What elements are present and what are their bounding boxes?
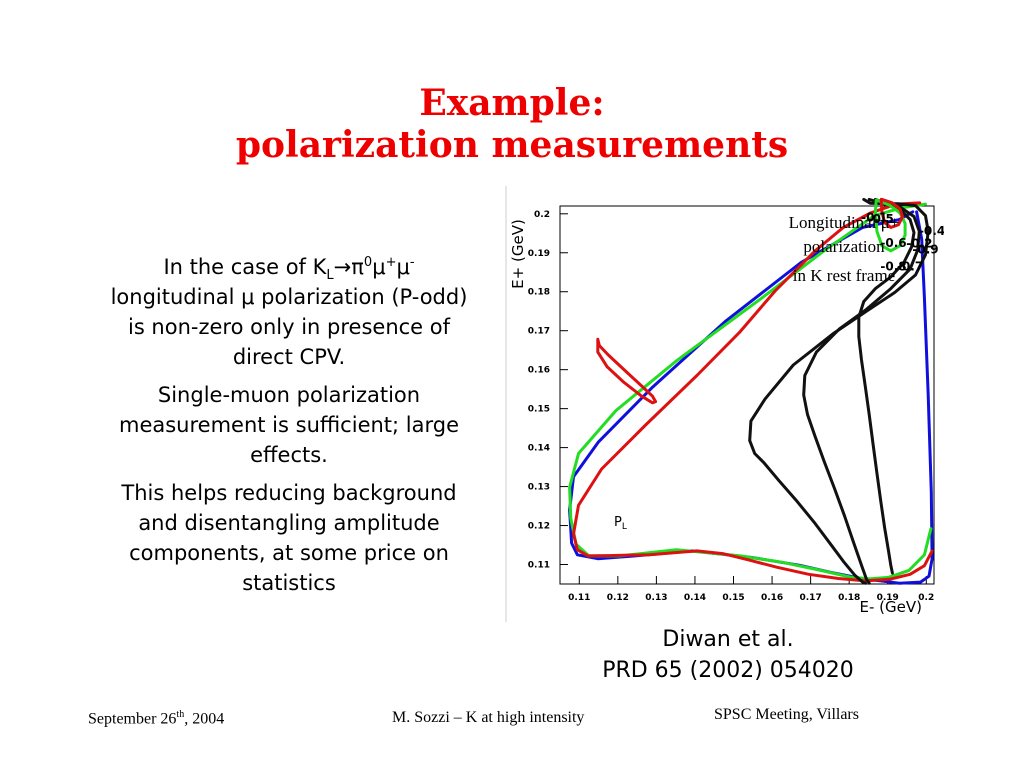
p1-sup-0: 0	[363, 255, 373, 270]
x-tick-label: 0.13	[645, 593, 667, 603]
y-tick-label: 0.13	[528, 483, 550, 493]
x-tick-label: 0.11	[568, 593, 590, 603]
slide-title: Example: polarization measurements	[0, 82, 1024, 166]
contour-lines	[568, 197, 934, 585]
y-tick-label: 0.2	[534, 210, 550, 220]
y-tick-label: 0.14	[528, 444, 550, 454]
contour-line	[596, 337, 658, 405]
paragraph-2: Single-muon polarization measurement is …	[119, 383, 459, 467]
paragraph-1: In the case of KL→π0μ+μ- longitudinal μ …	[106, 252, 472, 372]
y-tick-label: 0.19	[528, 249, 550, 259]
contour-line	[873, 198, 907, 253]
x-axis-label: E- (GeV)	[860, 598, 922, 616]
annotation-line-1: Longitudinal μ+	[789, 213, 900, 232]
y-axis-label: E+ (GeV)	[509, 219, 527, 289]
annotation-line-3: in K rest frame	[793, 266, 895, 285]
x-tick-label: 0.2	[918, 593, 934, 603]
x-tick-label: 0.18	[838, 593, 860, 603]
inner-label-sub: L	[622, 522, 627, 532]
p1-sup-minus: -	[409, 255, 415, 270]
citation-authors: Diwan et al.	[662, 627, 794, 652]
citation: Diwan et al. PRD 65 (2002) 054020	[560, 624, 896, 686]
y-tick-label: 0.11	[528, 561, 550, 571]
contour-label: -0.1	[861, 211, 887, 225]
p1-prefix: In the case of K	[163, 255, 327, 279]
p1-rest: longitudinal μ polarization (P-odd) is n…	[110, 285, 468, 369]
contour-plot-svg: 0.11 0.12 0.13 0.14 0.15 0.16 0.17 0.18 0.19 0.2 0…	[505, 186, 944, 622]
x-tick-label: 0.17	[800, 593, 822, 603]
inner-label-main: P	[614, 515, 622, 530]
y-tick-label: 0.18	[528, 288, 550, 298]
contour-line	[572, 201, 934, 583]
body-text: In the case of KL→π0μ+μ- longitudinal μ …	[106, 252, 472, 606]
footer-date-sup: th	[176, 709, 185, 720]
p1-mu-2: μ	[396, 255, 410, 279]
contour-labels: -0.1 -0.2-0.4 -0.5 -0.6 -0.7-0.8 -0.9	[861, 211, 944, 274]
title-line-2: polarization measurements	[235, 124, 789, 166]
inner-label: PL	[614, 515, 627, 532]
x-tick-label: 0.19	[877, 593, 899, 603]
p1-sup-plus: +	[385, 255, 397, 270]
title-line-1: Example:	[419, 82, 605, 124]
contour-label: -0.7	[897, 259, 923, 273]
y-tick-label: 0.12	[528, 522, 550, 532]
footer-date-post: , 2004	[184, 710, 225, 728]
p1-arrow-pi: →π	[333, 255, 364, 279]
p1-sub-L: L	[326, 268, 334, 284]
chart-annotation: Longitudinal μ+ polarization in K rest f…	[789, 213, 900, 285]
footer-author: M. Sozzi – K at high intensity	[392, 709, 585, 726]
y-tick-label: 0.16	[528, 366, 550, 376]
contour-label: -0.6	[880, 236, 906, 250]
contour-label: -0.8	[880, 259, 906, 273]
y-tick-label: 0.15	[528, 405, 550, 415]
footer-date-pre: September 26	[88, 710, 177, 728]
x-tick-label: 0.14	[684, 593, 706, 603]
x-tick-label: 0.12	[607, 593, 629, 603]
plot-frame	[559, 205, 935, 585]
y-tick-label: 0.17	[528, 327, 550, 337]
p1-mu-1: μ	[372, 255, 386, 279]
contour-line	[748, 197, 930, 585]
contour-line	[802, 197, 921, 585]
annotation-line-2: polarization	[803, 237, 885, 256]
contour-line	[879, 197, 904, 229]
footer-date: September 26th, 2004	[88, 709, 224, 728]
citation-reference: PRD 65 (2002) 054020	[602, 658, 854, 683]
footer-meeting: SPSC Meeting, Villars	[714, 706, 859, 723]
paragraph-3: This helps reducing background and disen…	[121, 481, 457, 595]
contour-label: -0.9	[912, 243, 938, 257]
x-tick-label: 0.15	[722, 593, 744, 603]
polarization-contour-plot: 0.11 0.12 0.13 0.14 0.15 0.16 0.17 0.18 0.19 0.2 0…	[504, 186, 944, 622]
contour-label: -0.2	[906, 237, 932, 251]
contour-label: -0.5	[868, 212, 894, 226]
contour-line	[857, 197, 916, 575]
contour-label: -0.4	[919, 224, 944, 238]
x-tick-label: 0.16	[761, 593, 783, 603]
